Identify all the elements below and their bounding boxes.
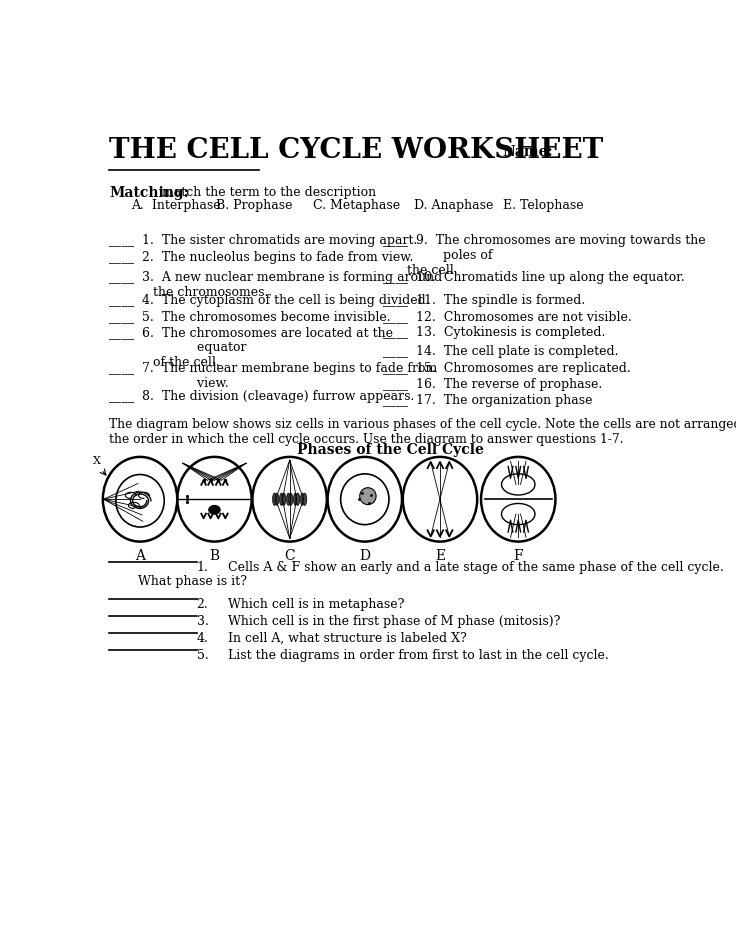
Text: ____  4.  The cytoplasm of the cell is being divided.: ____ 4. The cytoplasm of the cell is bei…	[109, 293, 430, 307]
Text: ____  12.  Chromosomes are not visible.: ____ 12. Chromosomes are not visible.	[383, 310, 631, 324]
Ellipse shape	[286, 493, 291, 506]
Text: D: D	[359, 549, 370, 564]
Text: A: A	[135, 549, 145, 564]
Text: Name:: Name:	[503, 145, 553, 159]
Text: ____  6.  The chromosomes are located at the
                      equator
     : ____ 6. The chromosomes are located at t…	[109, 326, 393, 369]
Text: B. Prophase: B. Prophase	[216, 199, 292, 212]
Ellipse shape	[282, 493, 286, 506]
Text: Matching:: Matching:	[109, 186, 189, 200]
Text: 5.: 5.	[197, 648, 208, 662]
Text: In cell A, what structure is labeled X?: In cell A, what structure is labeled X?	[227, 632, 467, 645]
Text: ____  5.  The chromosomes become invisible.: ____ 5. The chromosomes become invisible…	[109, 310, 391, 324]
Text: Which cell is in metaphase?: Which cell is in metaphase?	[227, 598, 404, 611]
Ellipse shape	[360, 487, 376, 505]
Text: ____  11.  The spindle is formed.: ____ 11. The spindle is formed.	[383, 293, 585, 307]
Ellipse shape	[294, 493, 297, 506]
Text: 1.: 1.	[197, 561, 208, 574]
Text: ____  13.  Cytokinesis is completed.: ____ 13. Cytokinesis is completed.	[383, 326, 605, 339]
Text: match the term to the description: match the term to the description	[154, 186, 376, 199]
Text: X: X	[93, 456, 101, 466]
Text: ____  10.  Chromatids line up along the equator.: ____ 10. Chromatids line up along the eq…	[383, 270, 684, 284]
Ellipse shape	[300, 493, 305, 506]
Text: ____  9.  The chromosomes are moving towards the
               poles of
      t: ____ 9. The chromosomes are moving towar…	[383, 233, 705, 277]
Text: ____  16.  The reverse of prophase.: ____ 16. The reverse of prophase.	[383, 378, 602, 391]
Text: ____  8.  The division (cleavage) furrow appears.: ____ 8. The division (cleavage) furrow a…	[109, 390, 414, 403]
Ellipse shape	[280, 493, 283, 506]
Text: The diagram below shows siz cells in various phases of the cell cycle. Note the : The diagram below shows siz cells in var…	[109, 418, 736, 446]
Ellipse shape	[275, 493, 279, 506]
Text: B: B	[209, 549, 219, 564]
Text: ____  7.  The nuclear membrane begins to fade from
                      view.: ____ 7. The nuclear membrane begins to f…	[109, 362, 437, 390]
Ellipse shape	[289, 493, 293, 506]
Ellipse shape	[209, 506, 220, 514]
Text: ____  1.  The sister chromatids are moving apart.: ____ 1. The sister chromatids are moving…	[109, 233, 417, 247]
Text: THE CELL CYCLE WORKSHEET: THE CELL CYCLE WORKSHEET	[109, 137, 604, 165]
Text: ____  15.  Chromosomes are replicated.: ____ 15. Chromosomes are replicated.	[383, 362, 630, 375]
Text: E. Telophase: E. Telophase	[503, 199, 584, 212]
Text: A.  Interphase: A. Interphase	[131, 199, 220, 212]
Text: F: F	[514, 549, 523, 564]
Text: 2.: 2.	[197, 598, 208, 611]
Text: ____  14.  The cell plate is completed.: ____ 14. The cell plate is completed.	[383, 346, 618, 358]
Text: Which cell is in the first phase of M phase (mitosis)?: Which cell is in the first phase of M ph…	[227, 615, 560, 627]
Text: Cells A & F show an early and a late stage of the same phase of the cell cycle.: Cells A & F show an early and a late sta…	[227, 561, 723, 574]
Ellipse shape	[272, 493, 277, 506]
Text: C: C	[284, 549, 295, 564]
Text: C. Metaphase: C. Metaphase	[313, 199, 400, 212]
Text: List the diagrams in order from first to last in the cell cycle.: List the diagrams in order from first to…	[227, 648, 609, 662]
Text: 3.: 3.	[197, 615, 208, 627]
Ellipse shape	[296, 493, 300, 506]
Text: ____  2.  The nucleolus begins to fade from view.: ____ 2. The nucleolus begins to fade fro…	[109, 251, 414, 265]
Text: ____  3.  A new nuclear membrane is forming around
           the chromosomes.: ____ 3. A new nuclear membrane is formin…	[109, 270, 442, 299]
Text: Phases of the Cell Cycle: Phases of the Cell Cycle	[297, 443, 484, 457]
Text: D. Anaphase: D. Anaphase	[414, 199, 493, 212]
Text: 4.: 4.	[197, 632, 208, 645]
Ellipse shape	[302, 493, 307, 506]
Text: E: E	[435, 549, 445, 564]
Text: What phase is it?: What phase is it?	[138, 575, 247, 587]
Text: ____  17.  The organization phase: ____ 17. The organization phase	[383, 394, 592, 407]
